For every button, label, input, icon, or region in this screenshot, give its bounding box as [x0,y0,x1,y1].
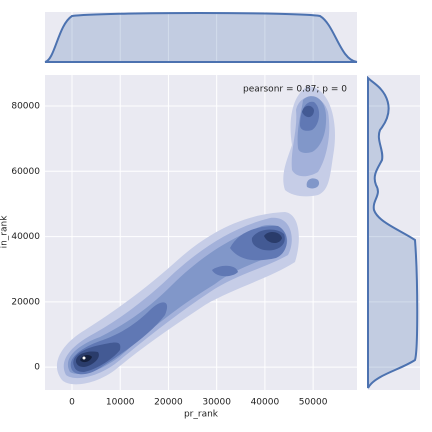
contour [302,105,314,118]
joint-density [56,86,335,385]
y-tick-label: 40000 [11,232,40,242]
y-tick-label: 0 [34,363,40,373]
x-tick-label: 10000 [106,398,135,408]
x-tick-label: 0 [69,398,75,408]
contour [212,265,238,277]
x-tick-label: 30000 [202,398,231,408]
x-marginal-density [44,12,358,63]
y-tick-label: 80000 [11,102,40,112]
y-tick-label: 60000 [11,167,40,177]
x-axis-label: pr_rank [184,410,219,420]
annotation: pearsonr = 0.87; p = 0 [243,85,347,95]
x-tick-label: 50000 [299,398,328,408]
contour [264,232,282,244]
contour [80,355,92,363]
right-margin-panel [368,75,420,390]
y-axis-label: in_rank [0,215,10,249]
x-tick-label: 20000 [154,398,183,408]
contour [306,178,320,189]
top-margin-panel [45,12,357,62]
x-tick-label: 40000 [251,398,280,408]
contour [82,356,86,360]
y-tick-label: 20000 [11,297,40,307]
y-marginal-density [367,75,419,389]
